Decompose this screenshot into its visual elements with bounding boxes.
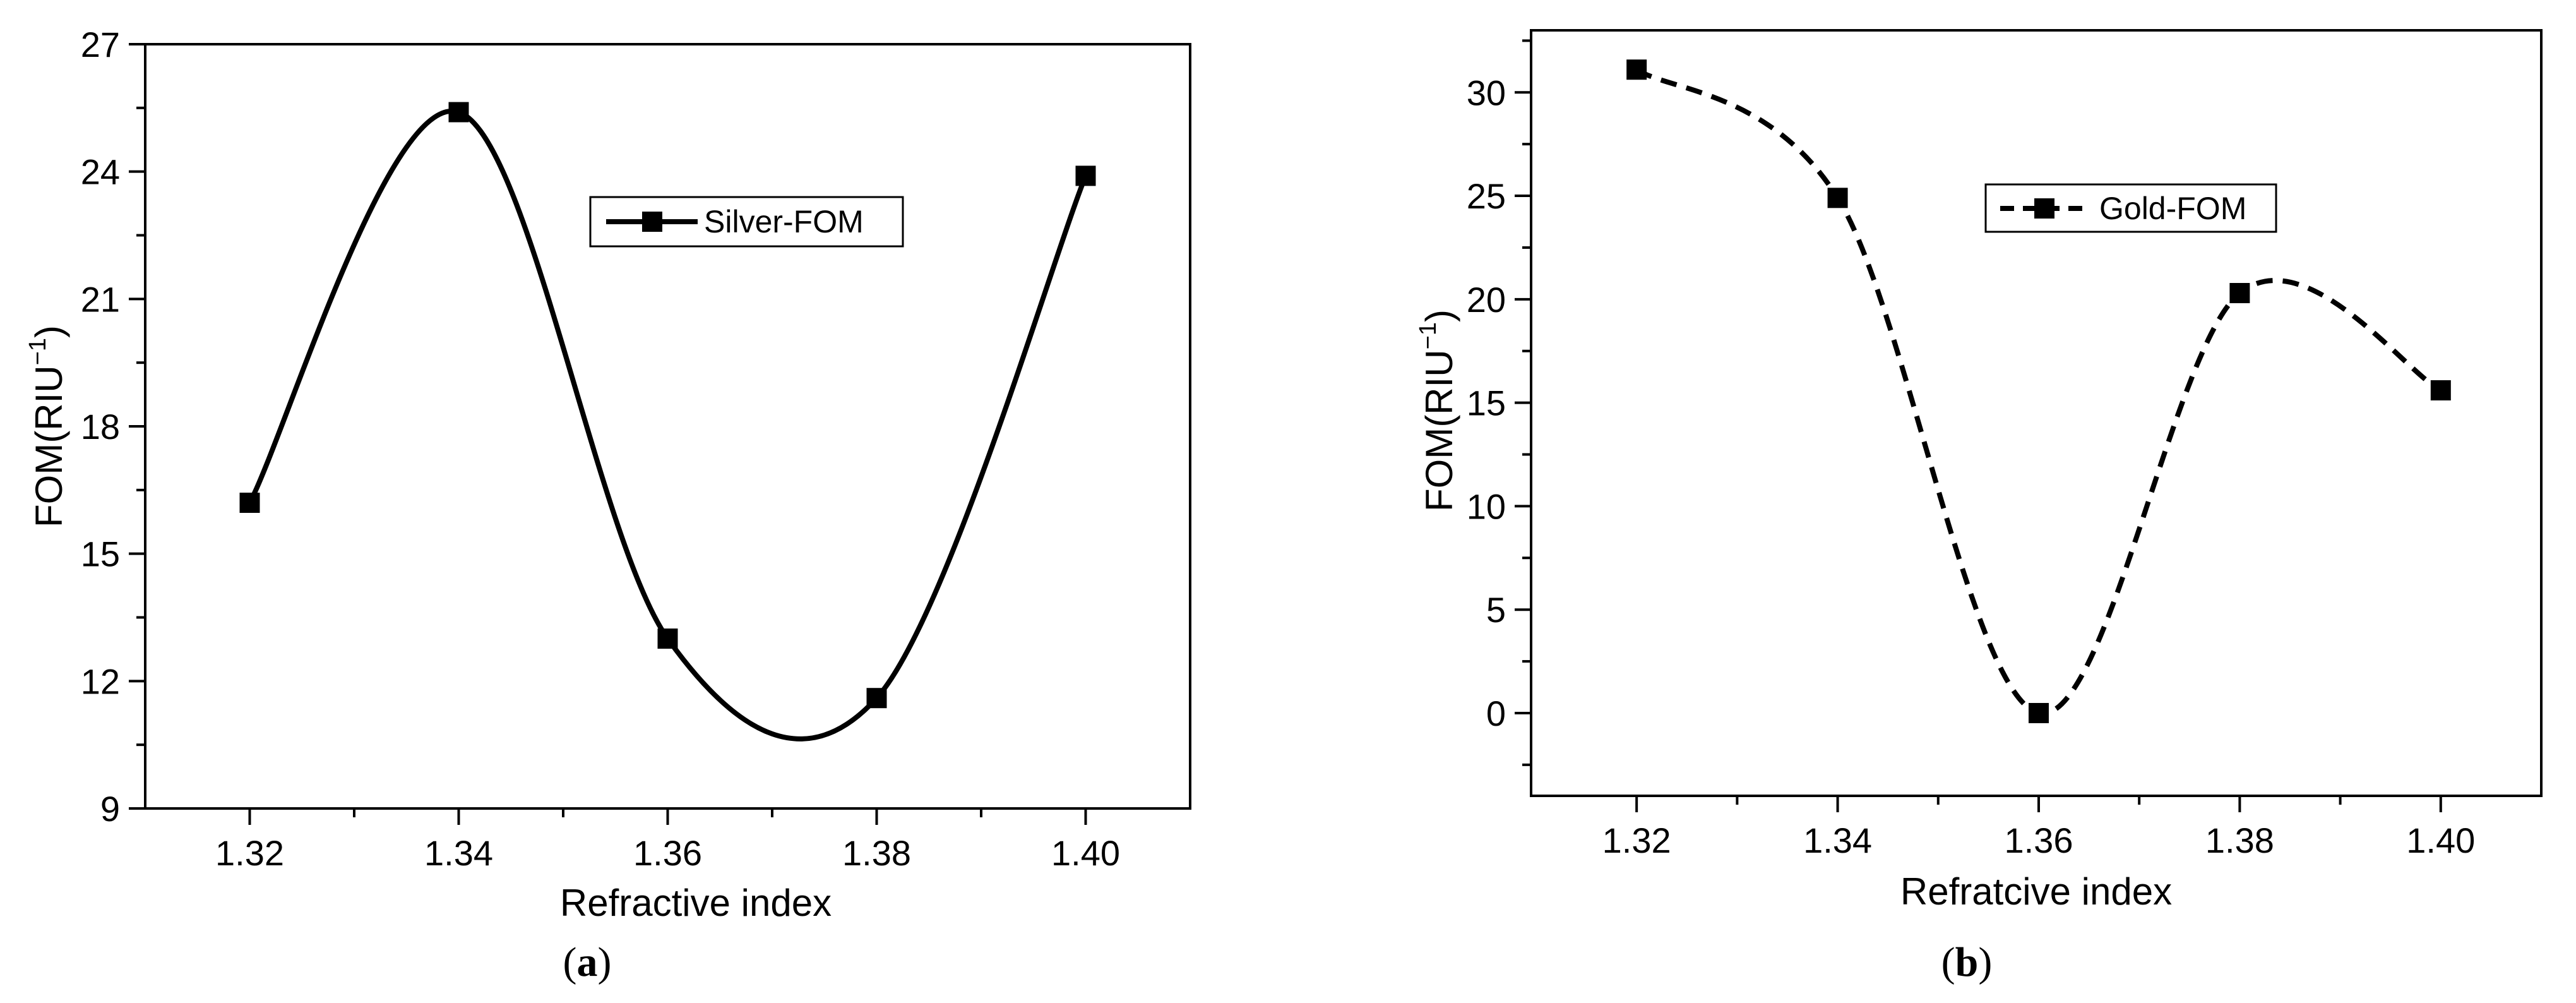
- x-tick-label: 1.34: [1803, 820, 1872, 860]
- y-tick-label: 30: [1467, 73, 1506, 112]
- y-tick-label: 18: [81, 407, 120, 447]
- legend: Gold-FOM: [1984, 183, 2277, 233]
- legend-label: Gold-FOM: [2099, 191, 2246, 226]
- chart-panel-a: 1.32 1.34 1.36 1.38 1.40 9 12 15 18 21 24 27 Refra…: [25, 25, 1191, 985]
- x-tick-label: 1.38: [2205, 820, 2274, 860]
- x-tick-labels: 1.32 1.34 1.36 1.38 1.40: [215, 833, 1120, 873]
- data-point-marker: [2430, 380, 2451, 400]
- legend: Silver-FOM: [589, 196, 904, 248]
- x-axis-title: Refratcive index: [1900, 870, 2172, 913]
- legend-label: Silver-FOM: [704, 204, 864, 239]
- chart-panel-b: 1.32 1.34 1.36 1.38 1.40 0 5 10 15 20 25 30 Refrat…: [1415, 29, 2543, 985]
- x-tick-label: 1.40: [1051, 833, 1120, 873]
- data-point-marker: [2028, 702, 2049, 723]
- axis-ticks: [129, 43, 1087, 825]
- y-tick-label: 21: [81, 279, 120, 319]
- y-tick-label: 9: [100, 789, 120, 829]
- data-point-marker: [448, 102, 469, 123]
- x-tick-label: 1.38: [842, 833, 911, 873]
- plot-frame: [1530, 29, 2543, 797]
- plot-frame: [144, 43, 1191, 810]
- panel-caption-b: (b): [1941, 939, 1993, 985]
- y-tick-labels: 9 12 15 18 21 24 27: [81, 25, 120, 829]
- y-axis-title: FOM(RIU−1): [25, 325, 70, 527]
- x-axis-title: Refractive index: [560, 882, 832, 924]
- y-tick-label: 27: [81, 25, 120, 64]
- x-tick-label: 1.32: [1602, 820, 1671, 860]
- y-tick-label: 10: [1467, 486, 1506, 526]
- y-tick-label: 20: [1467, 280, 1506, 320]
- y-axis-title: FOM(RIU−1): [1415, 309, 1460, 512]
- y-tick-label: 15: [1467, 383, 1506, 423]
- series-markers: [1626, 59, 2451, 723]
- y-tick-labels: 0 5 10 15 20 25 30: [1467, 73, 1506, 733]
- series-line-gold-fom: [1635, 67, 2442, 716]
- data-point-marker: [2229, 283, 2250, 304]
- y-tick-label: 5: [1486, 590, 1506, 630]
- x-tick-label: 1.36: [633, 833, 702, 873]
- panel-caption-a: (a): [563, 939, 612, 985]
- x-tick-label: 1.40: [2406, 820, 2475, 860]
- x-tick-labels: 1.32 1.34 1.36 1.38 1.40: [1602, 820, 2476, 860]
- x-tick-label: 1.32: [215, 833, 284, 873]
- x-tick-label: 1.36: [2004, 820, 2073, 860]
- data-point-marker: [239, 493, 260, 513]
- data-point-marker: [866, 688, 887, 709]
- y-tick-label: 25: [1467, 176, 1506, 216]
- data-point-marker: [1827, 188, 1848, 208]
- series-markers: [239, 102, 1096, 709]
- series-line-silver-fom: [247, 108, 1088, 742]
- y-tick-label: 24: [81, 152, 120, 192]
- data-point-marker: [657, 628, 678, 649]
- x-tick-label: 1.34: [424, 833, 493, 873]
- y-tick-label: 0: [1486, 694, 1506, 733]
- legend-marker: [642, 212, 662, 232]
- y-tick-label: 12: [81, 661, 120, 701]
- data-point-marker: [1626, 59, 1647, 80]
- legend-marker: [2034, 198, 2054, 219]
- axis-ticks: [1515, 39, 2442, 812]
- y-tick-label: 15: [81, 534, 120, 574]
- data-point-marker: [1075, 165, 1096, 186]
